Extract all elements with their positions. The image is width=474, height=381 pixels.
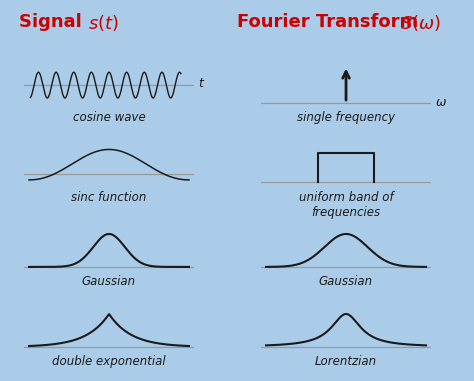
Text: $\omega$: $\omega$ (435, 96, 447, 109)
Text: Gaussian: Gaussian (319, 275, 373, 288)
Text: $S(\omega)$: $S(\omega)$ (400, 13, 440, 33)
Text: $s(t)$: $s(t)$ (88, 13, 118, 33)
Text: double exponential: double exponential (52, 355, 166, 368)
Text: $t$: $t$ (198, 77, 205, 90)
Text: Signal: Signal (19, 13, 88, 31)
Text: Lorentzian: Lorentzian (315, 355, 377, 368)
Text: Gaussian: Gaussian (82, 275, 136, 288)
Text: uniform band of
frequencies: uniform band of frequencies (299, 192, 393, 219)
Text: cosine wave: cosine wave (73, 111, 146, 125)
Text: Fourier Transform: Fourier Transform (237, 13, 425, 31)
Text: single frequency: single frequency (297, 111, 395, 125)
Text: sinc function: sinc function (71, 192, 147, 205)
